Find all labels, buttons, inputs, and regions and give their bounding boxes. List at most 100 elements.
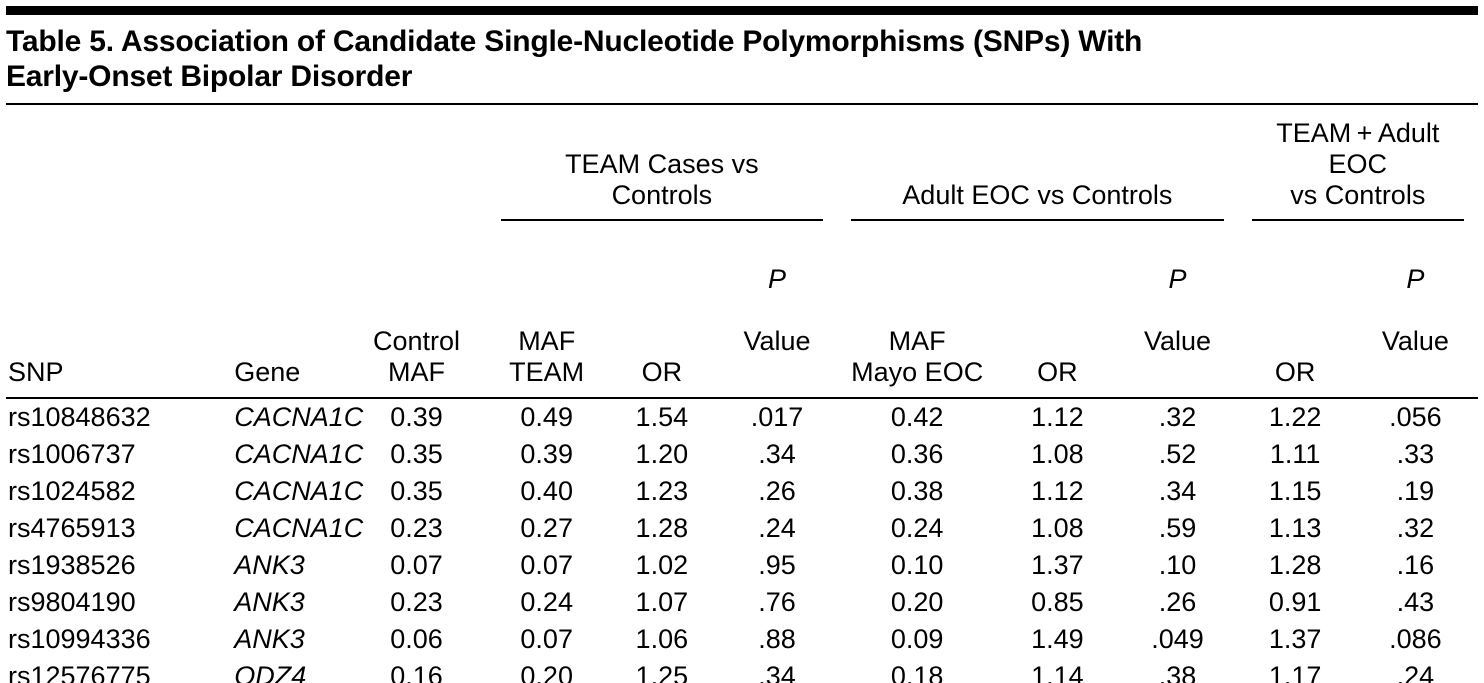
gene-cell: ANK3 <box>234 624 305 654</box>
p-value-team-cell: .76 <box>758 587 796 617</box>
maf-mayo-eoc-cell: 0.36 <box>890 439 944 469</box>
or-combined-cell: 1.15 <box>1268 476 1322 506</box>
gene-cell: CACNA1C <box>234 513 364 543</box>
maf-mayo-eoc-cell: 0.24 <box>890 513 944 543</box>
p-value-combined-cell: .24 <box>1352 658 1478 683</box>
snp-cell: rs1024582 <box>8 476 136 506</box>
title-divider-rule <box>6 103 1478 105</box>
table-row: rs10848632 CACNA1C 0.39 0.49 1.54 .017 0… <box>6 398 1478 436</box>
maf-mayo-eoc-cell: 0.18 <box>837 658 998 683</box>
or-adult-cell: 1.08 <box>1031 439 1084 469</box>
table-title: Table 5. Association of Candidate Single… <box>6 25 1143 93</box>
or-combined-cell: 1.37 <box>1268 624 1322 654</box>
p-value-team-cell: .26 <box>758 476 796 506</box>
p-value-combined-cell: .056 <box>1389 402 1442 432</box>
p-value-adult-cell: .32 <box>1158 402 1197 432</box>
table-row: rs1024582 CACNA1C 0.35 0.40 1.23 .26 0.3… <box>6 473 1478 510</box>
p-value-team-cell: .24 <box>758 513 796 543</box>
maf-team-cell: 0.07 <box>520 624 573 654</box>
p-value-adult-cell: .049 <box>1151 624 1204 654</box>
p-value-adult-cell: .38 <box>1117 658 1238 683</box>
or-adult-cell: 1.12 <box>1031 476 1084 506</box>
table-row: rs12576775 ODZ4 0.16 0.20 1.25 .34 0.18 … <box>6 658 1478 683</box>
p-label: P <box>767 264 786 294</box>
or-adult-cell: 1.12 <box>1031 402 1084 432</box>
p-value-team-cell: .34 <box>758 439 796 469</box>
group-header-adult-eoc-label: Adult EOC vs Controls <box>851 180 1224 221</box>
table-row: rs10994336 ANK3 0.06 0.07 1.06 .88 0.09 … <box>6 621 1478 658</box>
or-combined-cell: 1.11 <box>1269 439 1321 469</box>
p-value-combined-cell: .32 <box>1396 513 1435 543</box>
table-header: TEAM Cases vs Controls Adult EOC vs Cont… <box>6 105 1478 399</box>
or-adult-cell: 1.14 <box>997 658 1118 683</box>
or-team-cell: 1.28 <box>635 513 689 543</box>
control-maf-cell: 0.23 <box>390 513 443 543</box>
snp-association-table: TEAM Cases vs Controls Adult EOC vs Cont… <box>6 105 1478 683</box>
p-value-adult-cell: .10 <box>1158 550 1197 580</box>
table-body: rs10848632 CACNA1C 0.39 0.49 1.54 .017 0… <box>6 398 1478 683</box>
maf-team-cell: 0.27 <box>520 513 573 543</box>
maf-mayo-eoc-cell: 0.38 <box>890 476 944 506</box>
p-value-adult-cell: .52 <box>1158 439 1197 469</box>
control-maf-cell: 0.39 <box>390 402 443 432</box>
or-adult-cell: 1.49 <box>1031 624 1084 654</box>
group-header-team-plus-adult-label: TEAM + Adult EOC vs Controls <box>1251 118 1464 221</box>
maf-team-cell: 0.24 <box>520 587 573 617</box>
table-row: rs1938526 ANK3 0.07 0.07 1.02 .95 0.10 1… <box>6 547 1478 584</box>
gene-cell: ANK3 <box>234 550 305 580</box>
col-header-gene: Gene <box>186 221 347 399</box>
group-header-row: TEAM Cases vs Controls Adult EOC vs Cont… <box>6 105 1478 221</box>
maf-team-cell: 0.49 <box>520 402 573 432</box>
snp-cell: rs10994336 <box>8 624 151 654</box>
control-maf-cell: 0.23 <box>390 587 443 617</box>
snp-cell: rs10848632 <box>8 402 151 432</box>
p-value-adult-cell: .34 <box>1158 476 1197 506</box>
or-team-cell: 1.54 <box>635 402 689 432</box>
col-header-maf-team: MAF TEAM <box>486 221 607 399</box>
snp-cell: rs9804190 <box>8 587 136 617</box>
gene-cell: CACNA1C <box>234 476 364 506</box>
or-team-cell: 1.07 <box>635 587 689 617</box>
snp-cell: rs1938526 <box>8 550 136 580</box>
or-team-cell: 1.20 <box>635 439 689 469</box>
group-header-spacer <box>6 105 487 221</box>
p-value-combined-cell: .16 <box>1396 550 1435 580</box>
col-header-control-maf: Control MAF <box>346 221 487 399</box>
p-value-combined-cell: .19 <box>1396 476 1435 506</box>
col-header-or-combined: OR <box>1237 221 1353 399</box>
p-value-adult-cell: .26 <box>1158 587 1197 617</box>
column-header-row: SNP Gene Control MAF MAF TEAM OR P Value… <box>6 221 1478 399</box>
control-maf-cell: 0.06 <box>390 624 443 654</box>
col-header-or-adult: OR <box>997 221 1118 399</box>
p-label: P <box>1406 264 1425 294</box>
or-team-cell: 1.25 <box>606 658 717 683</box>
col-header-maf-mayo-eoc: MAF Mayo EOC <box>837 221 998 399</box>
p-value-adult-cell: .59 <box>1158 513 1197 543</box>
or-combined-cell: 1.13 <box>1268 513 1322 543</box>
control-maf-cell: 0.07 <box>390 550 443 580</box>
maf-team-cell: 0.07 <box>520 550 573 580</box>
snp-cell: rs4765913 <box>8 513 136 543</box>
maf-mayo-eoc-cell: 0.09 <box>890 624 944 654</box>
p-value-team-cell: .95 <box>758 550 796 580</box>
group-header-adult-eoc: Adult EOC vs Controls <box>837 105 1238 221</box>
or-combined-cell: 0.91 <box>1268 587 1322 617</box>
table-row: rs4765913 CACNA1C 0.23 0.27 1.28 .24 0.2… <box>6 510 1478 547</box>
or-team-cell: 1.23 <box>635 476 689 506</box>
col-header-snp: SNP <box>6 221 187 399</box>
or-team-cell: 1.06 <box>635 624 689 654</box>
gene-cell: ODZ4 <box>186 658 347 683</box>
control-maf-cell: 0.35 <box>390 439 443 469</box>
p-label: P <box>1168 264 1187 294</box>
gene-cell: ANK3 <box>234 587 305 617</box>
control-maf-cell: 0.16 <box>346 658 487 683</box>
col-header-or-team: OR <box>606 221 717 399</box>
snp-cell: rs1006737 <box>8 439 136 469</box>
snp-cell: rs12576775 <box>6 658 187 683</box>
col-header-p-value-combined: P Value <box>1352 221 1478 399</box>
control-maf-cell: 0.35 <box>390 476 443 506</box>
top-thick-rule <box>6 6 1478 15</box>
p-value-combined-cell: .086 <box>1389 624 1442 654</box>
p-value-team-cell: .017 <box>750 402 804 432</box>
group-header-team-cases-label: TEAM Cases vs Controls <box>500 149 824 221</box>
